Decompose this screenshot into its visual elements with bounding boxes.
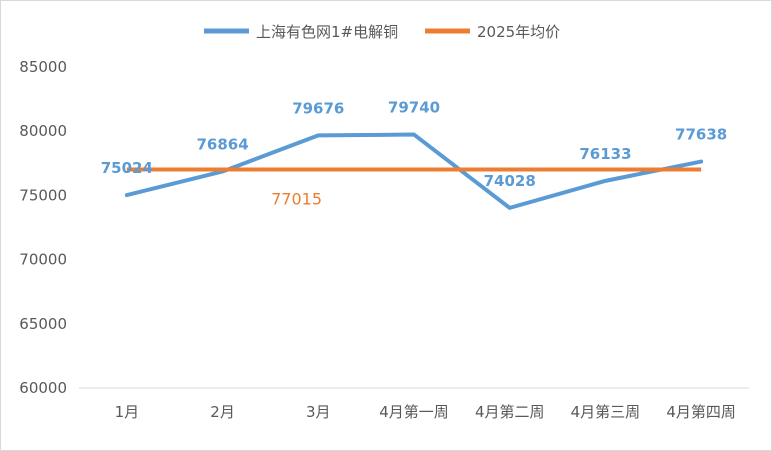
data-label-copper: 76133: [579, 145, 631, 163]
legend-label-average: 2025年均价: [477, 23, 560, 41]
x-axis: 1月 2月 3月 4月第一周 4月第二周 4月第三周 4月第四周: [115, 403, 736, 421]
y-tick-label: 75000: [19, 186, 67, 204]
legend: 上海有色网1#电解铜 2025年均价: [204, 23, 560, 41]
data-label-average: 77015: [271, 190, 322, 209]
data-labels: 75024 76864 79676 79740 74028 76133 77638 77015: [101, 99, 727, 209]
y-tick-label: 85000: [19, 58, 67, 76]
x-tick-label: 4月第四周: [666, 403, 736, 421]
x-tick-label: 3月: [306, 403, 331, 421]
data-label-copper: 74028: [484, 172, 536, 190]
y-tick-label: 60000: [19, 379, 67, 397]
x-tick-label: 4月第三周: [571, 403, 641, 421]
legend-label-copper: 上海有色网1#电解铜: [256, 23, 398, 41]
y-tick-label: 65000: [19, 315, 67, 333]
x-tick-label: 2月: [210, 403, 235, 421]
series-group: [124, 132, 704, 210]
data-label-copper: 79740: [388, 99, 440, 117]
data-label-copper: 79676: [292, 99, 344, 117]
y-tick-label: 70000: [19, 251, 67, 269]
drop-lines: [126, 134, 702, 388]
data-label-copper: 76864: [196, 135, 248, 153]
x-tick-label: 1月: [115, 403, 140, 421]
x-tick-label: 4月第二周: [475, 403, 545, 421]
x-tick-label: 4月第一周: [379, 403, 449, 421]
y-axis: 60000 65000 70000 75000 80000 85000: [19, 58, 67, 397]
y-tick-label: 80000: [19, 122, 67, 140]
data-label-copper: 75024: [101, 159, 153, 177]
data-label-copper: 77638: [675, 126, 727, 144]
